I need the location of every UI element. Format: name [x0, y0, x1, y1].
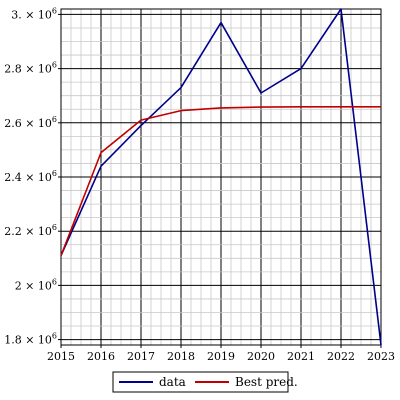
legend: data Best pred. — [112, 371, 298, 393]
series-line-best-pred — [60, 106, 381, 256]
y-tick-label: 2.6 × 106 — [4, 115, 57, 130]
y-tick-label: 1.8 × 106 — [4, 332, 57, 347]
tick-labels: 2015 2016 2017 2018 2019 2020 2021 2022 2023 1.8 … — [4, 6, 395, 363]
y-tick-label: 2.2 × 106 — [4, 223, 57, 238]
x-tick-label: 2022 — [327, 350, 355, 363]
axes — [58, 8, 382, 348]
y-tick-label: 2.4 × 106 — [4, 169, 57, 184]
legend-label-best-pred: Best pred. — [235, 375, 298, 389]
grid-lines — [60, 9, 382, 345]
series-line-data — [60, 8, 382, 346]
x-tick-label: 2021 — [287, 350, 315, 363]
x-tick-label: 2018 — [167, 350, 195, 363]
x-tick-label: 2020 — [247, 350, 275, 363]
x-tick-label: 2023 — [367, 350, 395, 363]
y-tick-label: 2.8 × 106 — [4, 61, 57, 76]
x-tick-label: 2019 — [207, 350, 235, 363]
y-tick-label: 3. × 106 — [11, 6, 57, 21]
x-tick-label: 2016 — [87, 350, 115, 363]
x-tick-label: 2017 — [127, 350, 155, 363]
series-lines — [60, 8, 382, 346]
y-tick-label: 2 × 106 — [15, 277, 57, 292]
legend-label-data: data — [159, 375, 186, 389]
x-tick-label: 2015 — [47, 350, 75, 363]
